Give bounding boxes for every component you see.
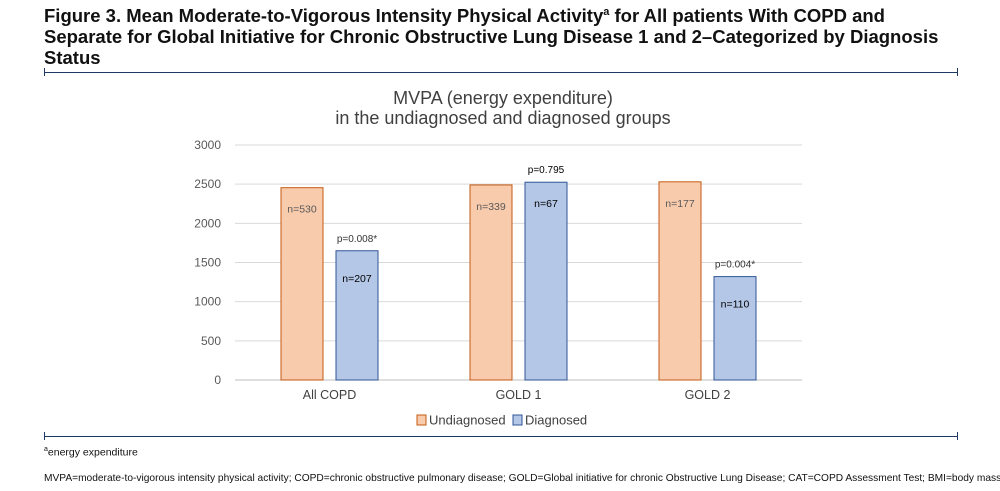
n-label: n=207 <box>342 273 372 285</box>
n-label: n=177 <box>665 198 695 210</box>
legend-swatch <box>512 414 523 426</box>
abbreviations: MVPA=moderate-to-vigorous intensity phys… <box>44 473 1000 484</box>
bar-chart: MVPA (energy expenditure) in the undiagn… <box>194 88 802 428</box>
y-tick-label: 1000 <box>194 295 221 309</box>
bar-diagnosed <box>335 250 379 381</box>
p-value-label: p=0.795 <box>528 165 565 176</box>
legend-label: Diagnosed <box>525 413 587 428</box>
y-tick-label: 0 <box>214 373 221 387</box>
chart-title-line1: MVPA (energy expenditure) <box>393 88 613 108</box>
n-label: n=530 <box>287 204 317 216</box>
bar-diagnosed <box>713 276 757 381</box>
y-tick-label: 500 <box>201 334 221 348</box>
n-label: n=110 <box>721 299 750 311</box>
p-value-label: p=0.008* <box>337 234 377 245</box>
x-tick-label: GOLD 1 <box>496 388 542 402</box>
y-tick-label: 3000 <box>194 138 221 152</box>
figure-title: Figure 3. Mean Moderate-to-Vigorous Inte… <box>44 5 939 69</box>
bar-undiagnosed <box>658 181 702 381</box>
top-rule <box>44 68 958 76</box>
n-label: n=67 <box>534 198 558 210</box>
y-tick-label: 1500 <box>194 256 221 270</box>
y-tick-label: 2500 <box>194 177 221 191</box>
footnote: aenergy expenditure <box>44 446 138 459</box>
x-tick-label: All COPD <box>303 388 356 402</box>
bar-undiagnosed <box>469 184 513 381</box>
legend-swatch <box>416 414 427 426</box>
chart-title-line2: in the undiagnosed and diagnosed groups <box>335 108 670 128</box>
bottom-rule <box>44 432 958 440</box>
legend-label: Undiagnosed <box>429 413 506 428</box>
p-value-label: p=0.004* <box>715 260 755 271</box>
n-label: n=339 <box>476 201 506 213</box>
bar-diagnosed <box>524 181 568 381</box>
x-tick-label: GOLD 2 <box>685 388 731 402</box>
y-tick-label: 2000 <box>194 216 221 230</box>
bar-undiagnosed <box>280 187 324 381</box>
